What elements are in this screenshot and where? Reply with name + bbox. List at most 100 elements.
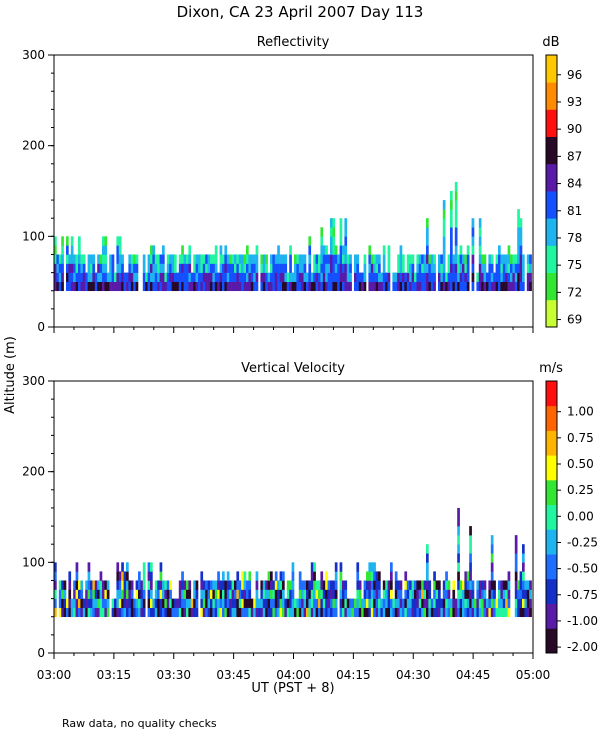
colorbar-swatch bbox=[546, 272, 557, 301]
heatmap-cell bbox=[502, 281, 506, 292]
heatmap-cell bbox=[171, 254, 175, 264]
heatmap-cell bbox=[505, 272, 508, 282]
heatmap-cell bbox=[342, 245, 345, 255]
heatmap-cell bbox=[248, 263, 252, 273]
heatmap-cell bbox=[243, 598, 247, 608]
heatmap-cell bbox=[231, 607, 235, 618]
heatmap-cell bbox=[507, 571, 511, 581]
heatmap-cell bbox=[166, 281, 170, 292]
heatmap-cell bbox=[375, 272, 379, 282]
heatmap-cell bbox=[219, 580, 223, 590]
heatmap-cell bbox=[162, 607, 165, 618]
heatmap-cell bbox=[66, 263, 69, 273]
heatmap-cell bbox=[202, 263, 206, 273]
heatmap-cell bbox=[104, 281, 108, 292]
heatmap-cell bbox=[450, 272, 453, 282]
figure-title: Dixon, CA 23 April 2007 Day 113 bbox=[177, 3, 424, 21]
heatmap-cell bbox=[135, 598, 139, 608]
heatmap-cell bbox=[397, 598, 400, 608]
heatmap-cell bbox=[61, 589, 64, 599]
colorbar-label: 93 bbox=[567, 95, 582, 109]
heatmap-cell bbox=[128, 254, 132, 264]
heatmap-cell bbox=[231, 589, 235, 599]
heatmap-cell bbox=[219, 607, 223, 618]
heatmap-cell bbox=[488, 254, 492, 264]
heatmap-cell bbox=[522, 272, 525, 282]
heatmap-cell bbox=[375, 281, 379, 292]
heatmap-cell bbox=[97, 607, 100, 618]
heatmap-cell bbox=[284, 263, 288, 273]
heatmap-cell bbox=[349, 281, 352, 292]
heatmap-cell bbox=[241, 254, 244, 264]
x-tick-label: 03:30 bbox=[156, 668, 191, 682]
y-tick-label: 100 bbox=[22, 229, 45, 243]
heatmap-cell bbox=[397, 254, 400, 264]
heatmap-cell bbox=[250, 254, 254, 264]
heatmap-cell bbox=[282, 589, 285, 599]
heatmap-cell bbox=[214, 607, 218, 618]
heatmap-cell bbox=[282, 607, 285, 618]
heatmap-cell bbox=[500, 607, 504, 618]
heatmap-cell bbox=[411, 607, 415, 618]
heatmap-cell bbox=[126, 272, 129, 282]
colorbar-label: 84 bbox=[567, 177, 582, 191]
heatmap-cell bbox=[466, 571, 470, 581]
heatmap-cell bbox=[169, 607, 172, 618]
heatmap-cell bbox=[332, 254, 336, 264]
heatmap-cell bbox=[154, 272, 158, 282]
heatmap-cell bbox=[438, 254, 441, 264]
heatmap-cell bbox=[320, 589, 324, 599]
heatmap-cell bbox=[126, 571, 129, 581]
heatmap-cell bbox=[171, 263, 175, 273]
heatmap-cell bbox=[178, 580, 182, 590]
heatmap-cell bbox=[241, 281, 244, 292]
heatmap-cell bbox=[330, 245, 333, 255]
heatmap-cell bbox=[454, 227, 458, 237]
heatmap-cell bbox=[169, 254, 172, 264]
heatmap-cell bbox=[361, 607, 364, 618]
heatmap-cell bbox=[94, 607, 98, 618]
heatmap-cell bbox=[334, 598, 338, 608]
heatmap-cell bbox=[464, 281, 468, 292]
heatmap-cell bbox=[162, 272, 165, 282]
heatmap-cell bbox=[133, 607, 136, 618]
heatmap-cell bbox=[411, 598, 415, 608]
heatmap-cell bbox=[210, 263, 213, 273]
heatmap-cell bbox=[286, 272, 290, 282]
heatmap-cell bbox=[418, 589, 422, 599]
heatmap-cell bbox=[298, 272, 302, 282]
heatmap-cell bbox=[378, 263, 381, 273]
heatmap-cell bbox=[265, 272, 268, 282]
heatmap-cell bbox=[330, 236, 333, 246]
heatmap-cell bbox=[126, 589, 129, 599]
heatmap-cell bbox=[306, 589, 309, 599]
heatmap-cell bbox=[234, 580, 237, 590]
heatmap-cell bbox=[483, 598, 487, 608]
heatmap-cell bbox=[514, 272, 518, 282]
heatmap-cell bbox=[234, 254, 237, 264]
heatmap-cell bbox=[433, 607, 436, 618]
heatmap-cell bbox=[78, 263, 81, 273]
heatmap-cell bbox=[430, 272, 434, 282]
heatmap-cell bbox=[303, 254, 307, 264]
heatmap-cell bbox=[274, 580, 278, 590]
heatmap-cell bbox=[294, 598, 297, 608]
heatmap-cell bbox=[99, 263, 103, 273]
heatmap-cell bbox=[267, 589, 271, 599]
heatmap-cell bbox=[478, 580, 482, 590]
heatmap-cell bbox=[267, 607, 271, 618]
heatmap-cell bbox=[325, 263, 328, 273]
heatmap-cell bbox=[409, 254, 412, 264]
heatmap-cell bbox=[327, 281, 331, 292]
heatmap-cell bbox=[217, 272, 220, 282]
heatmap-cell bbox=[426, 263, 429, 273]
heatmap-cell bbox=[181, 580, 184, 590]
heatmap-cell bbox=[510, 254, 513, 264]
heatmap-cell bbox=[471, 236, 475, 246]
colorbar-label: 75 bbox=[567, 258, 582, 272]
heatmap-cell bbox=[399, 281, 403, 292]
heatmap-cell bbox=[210, 589, 213, 599]
heatmap-cell bbox=[346, 598, 350, 608]
heatmap-cell bbox=[140, 589, 144, 599]
y-tick-label: 200 bbox=[22, 139, 45, 153]
